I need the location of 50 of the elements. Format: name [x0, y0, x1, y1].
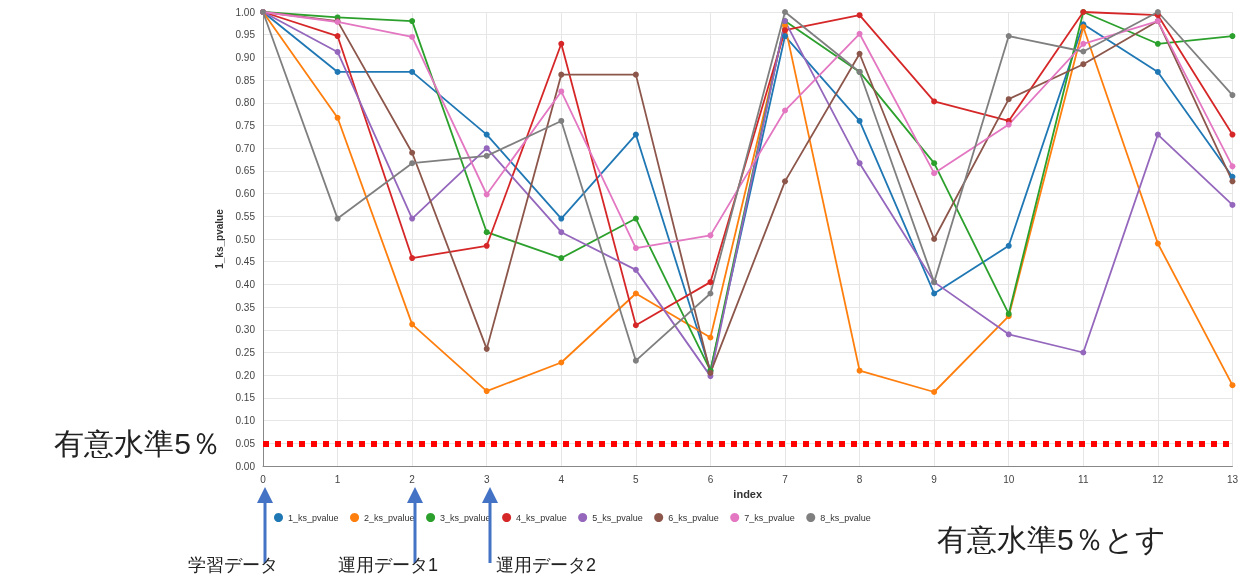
- y-axis-title: 1_ks_pvalue: [214, 208, 226, 269]
- y-tick-label: 0.85: [235, 74, 256, 86]
- y-tick-label: 0.90: [235, 51, 256, 63]
- y-tick-label: 0.55: [235, 210, 256, 222]
- y-tick-label: 0.65: [235, 165, 256, 177]
- y-tick-label: 0.40: [235, 278, 256, 290]
- legend-label: 7_ks_pvalue: [744, 512, 795, 523]
- y-tick-label: 0.50: [235, 233, 256, 245]
- ref-line-label: 有意水準5％: [54, 426, 221, 460]
- y-tick-label: 0.45: [235, 256, 256, 268]
- legend-label: 2_ks_pvalue: [364, 512, 415, 523]
- legend-label: 6_ks_pvalue: [668, 512, 719, 523]
- x-tick-label: 9: [931, 473, 938, 485]
- x-tick-label: 7: [782, 473, 789, 485]
- y-tick-label: 0.70: [235, 142, 256, 154]
- legend-label: 4_ks_pvalue: [516, 512, 567, 523]
- x-axis-title: index: [733, 488, 763, 501]
- y-tick-label: 0.95: [235, 29, 256, 41]
- y-tick-label: 0.10: [235, 415, 256, 427]
- x-tick-label: 5: [633, 473, 640, 485]
- text: 学習データ: [187, 554, 279, 577]
- legend-label: 3_ks_pvalue: [440, 512, 491, 523]
- x-tick-label: 1: [334, 473, 341, 485]
- y-tick-label: 0.15: [235, 392, 256, 404]
- legend-label: 5_ks_pvalue: [592, 512, 643, 523]
- x-tick-label: 0: [260, 473, 267, 485]
- y-tick-label: 0.60: [235, 188, 256, 200]
- legend-label: 1_ks_pvalue: [288, 512, 339, 523]
- x-tick-label: 2: [409, 473, 416, 485]
- y-tick-label: 1.00: [235, 6, 256, 18]
- text: 運用データ2: [495, 554, 597, 577]
- x-tick-label: 3: [483, 473, 490, 485]
- y-tick-label: 0.30: [235, 324, 256, 336]
- y-tick-label: 0.35: [235, 301, 256, 313]
- x-tick-label: 6: [707, 473, 714, 485]
- x-tick-label: 4: [558, 473, 565, 485]
- x-tick-label: 12: [1152, 473, 1164, 485]
- y-tick-label: 0.05: [235, 437, 256, 449]
- y-tick-label: 0.00: [235, 460, 256, 472]
- text: 有意水準5％とす: [937, 522, 1166, 558]
- y-tick-label: 0.80: [235, 97, 256, 109]
- x-tick-label: 8: [856, 473, 863, 485]
- x-tick-label: 11: [1078, 473, 1089, 485]
- y-tick-label: 0.75: [235, 120, 256, 131]
- x-tick-label: 10: [1003, 473, 1015, 485]
- y-tick-label: 0.20: [235, 369, 256, 381]
- y-tick-label: 0.25: [235, 347, 256, 358]
- legend-label: 8_ks_pvalue: [820, 512, 871, 523]
- text: 運用データ1: [337, 554, 439, 577]
- x-tick-label: 13: [1226, 473, 1239, 485]
